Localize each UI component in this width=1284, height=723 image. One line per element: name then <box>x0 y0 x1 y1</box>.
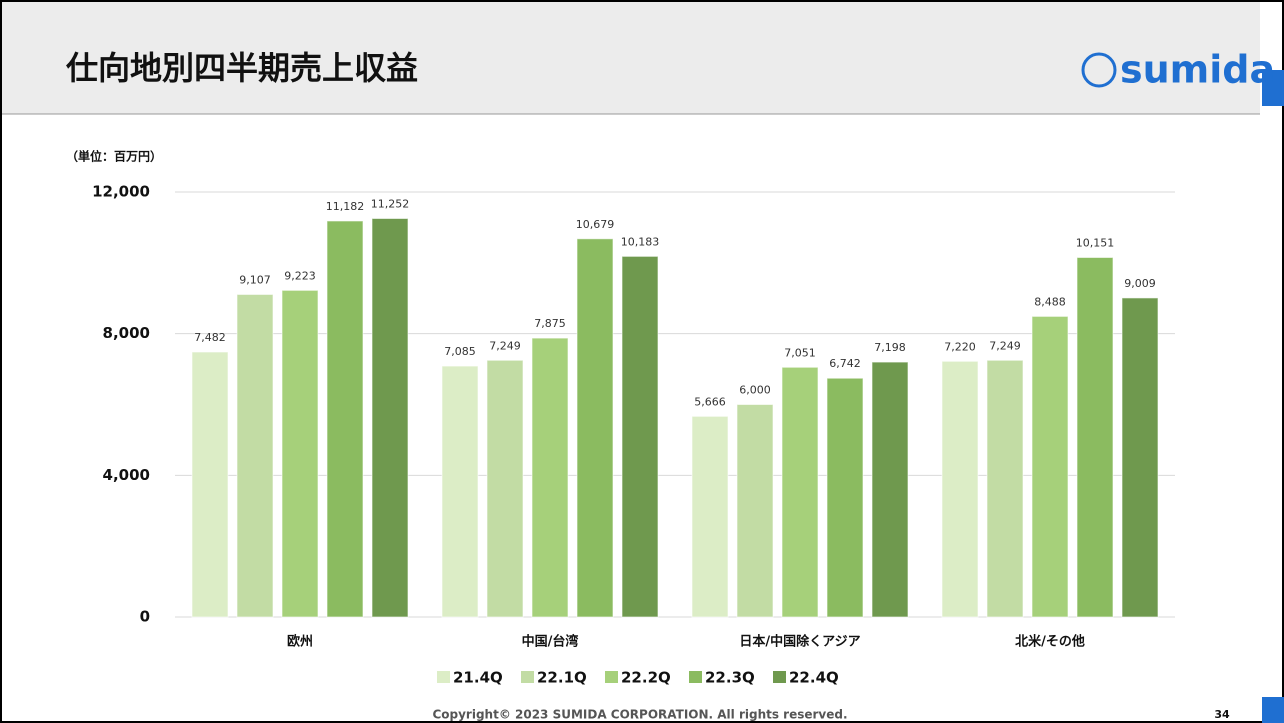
data-label: 10,151 <box>1076 236 1115 249</box>
legend-label: 21.4Q <box>453 669 503 687</box>
legend-swatch <box>437 671 450 683</box>
slide-title: 仕向地別四半期売上収益 <box>66 49 418 87</box>
bar <box>191 351 229 618</box>
bar <box>781 366 819 618</box>
x-tick-label: 中国/台湾 <box>522 634 579 650</box>
legend-swatch <box>773 671 786 683</box>
data-label: 5,666 <box>694 395 726 408</box>
data-label: 7,249 <box>489 339 521 352</box>
data-label: 7,220 <box>944 340 976 353</box>
legend-label: 22.1Q <box>537 669 587 687</box>
data-label: 7,249 <box>989 339 1021 352</box>
logo-icon <box>1081 52 1117 88</box>
legend-swatch <box>521 671 534 683</box>
data-label: 9,107 <box>239 273 271 286</box>
bar <box>691 415 729 618</box>
legend-label: 22.3Q <box>705 669 755 687</box>
legend-label: 22.2Q <box>621 669 671 687</box>
tab <box>1262 697 1284 723</box>
bar <box>1076 256 1114 618</box>
copyright: Copyright© 2023 SUMIDA CORPORATION. All … <box>432 708 847 722</box>
y-tick-label: 8,000 <box>103 324 150 342</box>
bar <box>371 217 409 618</box>
data-label: 6,742 <box>829 357 861 370</box>
bar <box>441 365 479 618</box>
data-label: 11,252 <box>371 197 410 210</box>
x-tick-label: 北米/その他 <box>1015 634 1085 650</box>
bar <box>871 361 909 618</box>
tab <box>1262 70 1284 106</box>
data-label: 7,482 <box>194 331 226 344</box>
bar <box>281 289 319 618</box>
data-label: 9,009 <box>1124 277 1156 290</box>
y-tick-label: 0 <box>140 608 150 626</box>
data-label: 7,875 <box>534 317 566 330</box>
x-tick-label: 欧州 <box>287 634 313 650</box>
bar <box>1121 297 1159 618</box>
legend-swatch <box>689 671 702 683</box>
bar <box>941 360 979 618</box>
data-label: 7,085 <box>444 345 476 358</box>
bar <box>486 359 524 618</box>
y-tick-label: 4,000 <box>103 466 150 484</box>
x-tick-label: 日本/中国除くアジア <box>739 634 860 650</box>
bar <box>531 337 569 618</box>
legend-label: 22.4Q <box>789 669 839 687</box>
data-label: 10,183 <box>621 235 660 248</box>
bar <box>326 220 364 618</box>
bar <box>826 377 864 618</box>
bar <box>986 359 1024 618</box>
data-label: 8,488 <box>1034 295 1066 308</box>
data-label: 9,223 <box>284 269 316 282</box>
header-band <box>2 2 1260 114</box>
data-label: 7,051 <box>784 346 816 359</box>
bar <box>621 255 659 618</box>
y-tick-label: 12,000 <box>92 183 150 201</box>
data-label: 6,000 <box>739 384 771 397</box>
bar <box>576 238 614 618</box>
bar <box>1031 315 1069 618</box>
data-label: 10,679 <box>576 218 615 231</box>
bar <box>736 404 774 618</box>
bar <box>236 293 274 618</box>
unit-label: （単位：百万円） <box>66 149 162 164</box>
logo: sumida <box>1120 48 1275 92</box>
data-label: 7,198 <box>874 341 906 354</box>
legend-swatch <box>605 671 618 683</box>
data-label: 11,182 <box>326 200 365 213</box>
page-number: 34 <box>1214 708 1230 721</box>
